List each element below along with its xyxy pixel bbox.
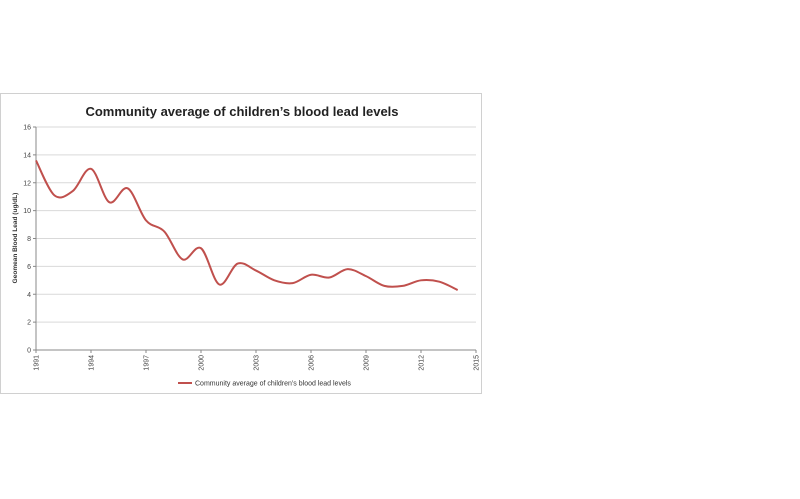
series-layer — [35, 159, 459, 291]
x-tick-label: 1994 — [89, 355, 96, 371]
x-tick-label: 2000 — [199, 355, 206, 371]
y-tick-label: 6 — [27, 264, 31, 271]
y-tick-label: 8 — [27, 236, 31, 243]
y-tick-label: 16 — [23, 125, 31, 132]
legend: Community average of children’s blood le… — [178, 381, 351, 388]
x-tick-label: 1991 — [34, 355, 41, 371]
y-tick-label: 10 — [23, 208, 31, 215]
x-tick-labels: 1991 1994 1997 2000 2003 2006 2009 2012 2015 — [34, 355, 481, 371]
legend-entry: Community average of children’s blood le… — [195, 381, 351, 388]
x-tick-label: 2006 — [309, 355, 316, 371]
x-tick-label: 2015 — [474, 355, 481, 371]
x-tick-label: 2012 — [419, 355, 426, 371]
y-tick-labels: 0 2 4 6 8 10 12 14 16 — [23, 125, 31, 355]
series-line — [35, 159, 459, 291]
line-chart: Community average of children’s blood le… — [12, 104, 481, 388]
y-tick-label: 4 — [27, 292, 31, 299]
x-tick-label: 2009 — [364, 355, 371, 371]
axes — [33, 126, 477, 353]
y-axis-label: Geomean Blood Lead (ug/dL) — [12, 193, 19, 284]
y-tick-label: 2 — [27, 320, 31, 327]
chart-container: Community average of children’s blood le… — [0, 93, 482, 394]
gridlines — [36, 126, 476, 323]
chart-title: Community average of children’s blood le… — [85, 104, 398, 119]
x-tick-label: 1997 — [144, 355, 151, 371]
y-tick-label: 0 — [27, 348, 31, 355]
x-tick-label: 2003 — [254, 355, 261, 371]
y-tick-label: 12 — [23, 180, 31, 187]
y-tick-label: 14 — [23, 152, 31, 159]
